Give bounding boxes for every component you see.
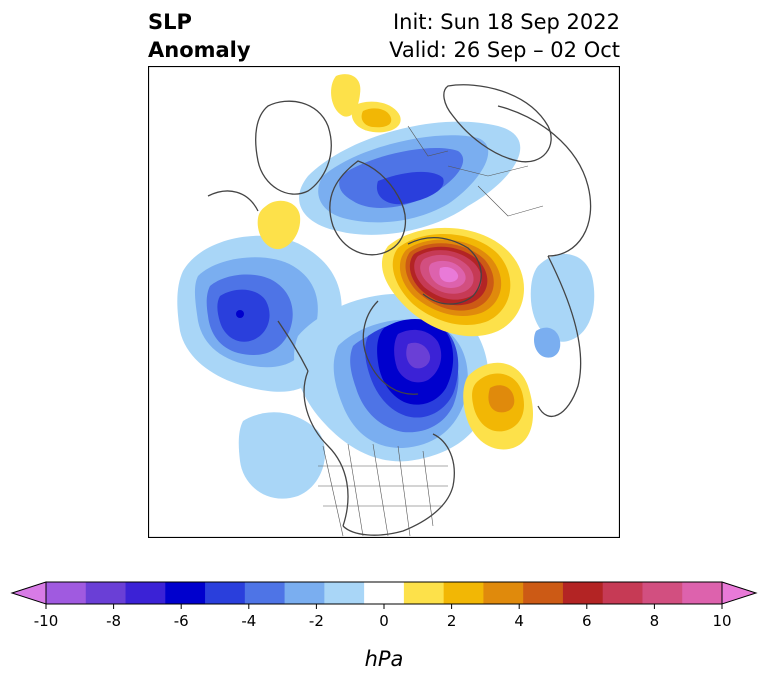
colorbar-segment	[46, 582, 87, 604]
hudson-bay-low	[238, 293, 489, 499]
colorbar-segment	[165, 582, 206, 604]
title-left: SLP Anomaly	[148, 8, 251, 64]
colorbar-min-extension	[10, 581, 47, 605]
colorbar-tick-label: -8	[106, 612, 121, 630]
country-borders	[318, 125, 544, 537]
valid-range: Valid: 26 Sep – 02 Oct	[389, 38, 620, 62]
colorbar-tick-label: 10	[712, 612, 731, 630]
colorbar-segment	[443, 582, 484, 604]
north-atlantic-high	[463, 362, 533, 450]
colorbar-tick-label: 6	[582, 612, 592, 630]
colorbar-segment	[523, 582, 564, 604]
colorbar-segment	[125, 582, 166, 604]
colorbar-tick-label: 2	[447, 612, 457, 630]
title-field: Anomaly	[148, 38, 251, 62]
title-variable: SLP	[148, 10, 192, 34]
east-asia-high	[331, 74, 401, 133]
scandinavia-high	[381, 227, 525, 337]
colorbar-segment	[562, 582, 604, 604]
mideast-high	[257, 200, 301, 250]
colorbar: -10 -8 -6 -4 -2 0 2 4 6 8 10 hPa	[10, 581, 758, 671]
east-siberia-low	[530, 254, 595, 358]
colorbar-ticks: -10 -8 -6 -4 -2 0 2 4 6 8 10	[34, 604, 732, 630]
colorbar-unit-label: hPa	[365, 647, 404, 671]
slp-anomaly-map	[148, 66, 620, 538]
colorbar-max-extension	[721, 581, 758, 605]
colorbar-segment	[244, 582, 286, 604]
init-date: Init: Sun 18 Sep 2022	[392, 10, 620, 34]
colorbar-segment	[364, 582, 405, 604]
colorbar-segment	[602, 582, 643, 604]
colorbar-tick-label: 4	[514, 612, 524, 630]
colorbar-segment	[682, 582, 723, 604]
arctic-low-siberia	[299, 121, 521, 235]
colorbar-tick-label: -2	[309, 612, 324, 630]
colorbar-segment	[284, 582, 325, 604]
colorbar-segment	[85, 582, 127, 604]
colorbar-segment	[324, 582, 365, 604]
colorbar-segment	[205, 582, 246, 604]
title-right: Init: Sun 18 Sep 2022 Valid: 26 Sep – 02…	[389, 8, 620, 64]
colorbar-segments	[45, 581, 723, 605]
colorbar-segment	[403, 582, 445, 604]
colorbar-tick-label: -10	[34, 612, 59, 630]
coastlines	[207, 84, 592, 536]
colorbar-tick-label: -4	[241, 612, 256, 630]
colorbar-tick-label: 8	[650, 612, 660, 630]
colorbar-tick-label: -6	[174, 612, 189, 630]
colorbar-segment	[642, 582, 683, 604]
colorbar-segment	[483, 582, 524, 604]
colorbar-tick-label: 0	[379, 612, 389, 630]
